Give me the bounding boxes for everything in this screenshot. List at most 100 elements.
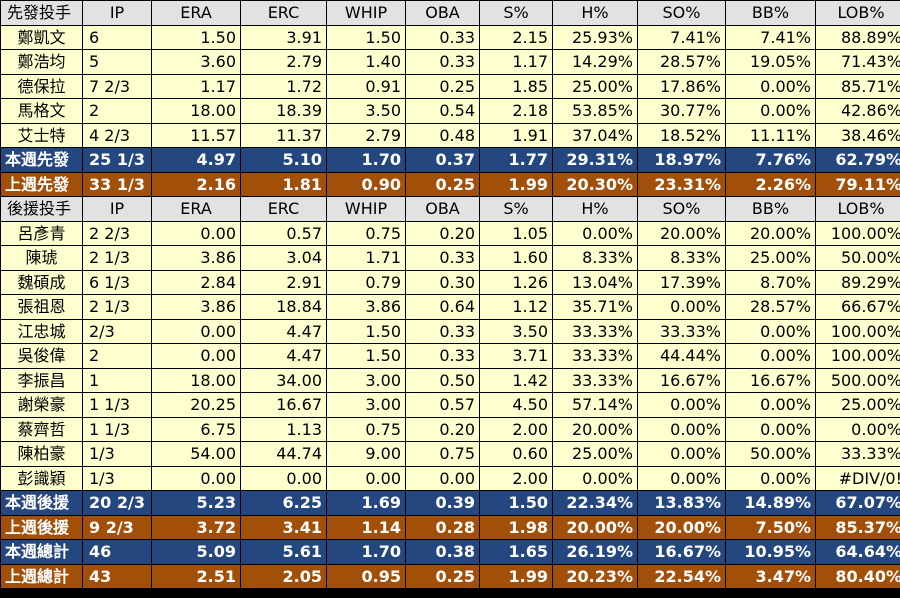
reliever-row: 吳俊偉 2 0.00 4.47 1.50 0.33 3.71 33.33% 44.44% 0.00… [1, 344, 900, 368]
reliever-row: 李振昌 1 18.00 34.00 3.00 0.50 1.42 33.33% 16.67% 16… [1, 368, 900, 392]
table-cell: 11.11% [726, 123, 815, 147]
table-cell: 43 [83, 564, 151, 588]
column-header: WHIP [327, 197, 405, 221]
table-cell: 6.25 [241, 491, 326, 515]
table-cell: 44.74 [241, 442, 326, 466]
table-cell: 8.33% [553, 246, 637, 270]
column-header: OBA [406, 197, 479, 221]
column-header: OBA [406, 1, 479, 25]
table-cell: 22.34% [553, 491, 637, 515]
table-cell: 25 1/3 [83, 148, 151, 172]
table-cell: 5 [83, 50, 151, 74]
table-cell: 0.00% [726, 466, 815, 490]
relievers-last-week-row: 上週後援 9 2/3 3.72 3.41 1.14 0.28 1.98 20.00% 20.00… [1, 515, 900, 539]
table-cell: 3.91 [241, 25, 326, 49]
table-cell: 3.86 [152, 295, 240, 319]
table-cell: 0.00% [553, 221, 637, 245]
table-cell: 33.33% [553, 319, 637, 343]
table-cell: 0.75 [327, 417, 405, 441]
table-cell: 25.00% [726, 246, 815, 270]
table-cell: 20.00% [553, 417, 637, 441]
table-cell: 33 1/3 [83, 172, 151, 196]
starter-row: 艾士特 4 2/3 11.57 11.37 2.79 0.48 1.91 37.04% 18.5… [1, 123, 900, 147]
table-cell: 吳俊偉 [1, 344, 82, 368]
table-cell: 50.00% [726, 442, 815, 466]
column-header: ERA [152, 1, 240, 25]
table-cell: 0.00% [726, 417, 815, 441]
table-cell: 0.00% [726, 344, 815, 368]
table-cell: 0.20 [406, 221, 479, 245]
column-header: LOB% [816, 197, 900, 221]
table-cell: 馬格文 [1, 99, 82, 123]
table-cell: 0.00% [726, 74, 815, 98]
column-header: LOB% [816, 1, 900, 25]
table-cell: 1.91 [480, 123, 552, 147]
table-cell: 33.33% [553, 344, 637, 368]
table-cell: 0.39 [406, 491, 479, 515]
totals-last-week-row: 上週總計 43 2.51 2.05 0.95 0.25 1.99 20.23% 22.54% 3.… [1, 564, 900, 588]
table-cell: 18.39 [241, 99, 326, 123]
reliever-row: 彭識穎 1/3 0.00 0.00 0.00 0.00 2.00 0.00% 0.00% 0.00… [1, 466, 900, 490]
table-cell: 53.85% [553, 99, 637, 123]
table-cell: 1.70 [327, 540, 405, 564]
column-header: BB% [726, 197, 815, 221]
table-cell: 7.50% [726, 515, 815, 539]
table-cell: 1.81 [241, 172, 326, 196]
table-cell: 0.00 [152, 466, 240, 490]
table-cell: 0.00 [152, 221, 240, 245]
table-cell: 20.00% [726, 221, 815, 245]
table-cell: 陳柏豪 [1, 442, 82, 466]
table-cell: 1.26 [480, 270, 552, 294]
table-cell: 呂彥青 [1, 221, 82, 245]
table-cell: 7.76% [726, 148, 815, 172]
table-cell: 3.04 [241, 246, 326, 270]
table-cell: 7.41% [726, 25, 815, 49]
table-cell: 0.00 [327, 466, 405, 490]
table-cell: 16.67% [638, 540, 725, 564]
column-header: S% [480, 1, 552, 25]
table-cell: 1/3 [83, 442, 151, 466]
table-cell: 85.71% [816, 74, 900, 98]
table-cell: 3.00 [327, 393, 405, 417]
table-cell: 7 2/3 [83, 74, 151, 98]
table-cell: 88.89% [816, 25, 900, 49]
table-cell: 4.47 [241, 344, 326, 368]
table-cell: 18.84 [241, 295, 326, 319]
table-cell: 0.57 [241, 221, 326, 245]
column-header: IP [83, 197, 151, 221]
column-header: IP [83, 1, 151, 25]
table-cell: 42.86% [816, 99, 900, 123]
table-cell: 蔡齊哲 [1, 417, 82, 441]
table-cell: 1.05 [480, 221, 552, 245]
table-cell: 18.52% [638, 123, 725, 147]
table-cell: 2.79 [327, 123, 405, 147]
table-cell: 26.19% [553, 540, 637, 564]
table-cell: 22.54% [638, 564, 725, 588]
table-cell: 85.37% [816, 515, 900, 539]
table-cell: 0.00% [638, 417, 725, 441]
table-cell: 0.20 [406, 417, 479, 441]
table-cell: 2 1/3 [83, 295, 151, 319]
table-cell: 44.44% [638, 344, 725, 368]
table-cell: 20.25 [152, 393, 240, 417]
table-cell: 0.38 [406, 540, 479, 564]
table-cell: 0.00% [638, 442, 725, 466]
table-cell: 5.61 [241, 540, 326, 564]
table-cell: 0.28 [406, 515, 479, 539]
table-cell: 54.00 [152, 442, 240, 466]
table-cell: 1.17 [152, 74, 240, 98]
table-cell: 2.84 [152, 270, 240, 294]
table-cell: 11.37 [241, 123, 326, 147]
table-cell: 33.33% [553, 368, 637, 392]
table-cell: 陳琥 [1, 246, 82, 270]
table-cell: 20.23% [553, 564, 637, 588]
table-cell: 鄭凱文 [1, 25, 82, 49]
table-cell: 0.30 [406, 270, 479, 294]
table-cell: 37.04% [553, 123, 637, 147]
reliever-row: 張祖恩 2 1/3 3.86 18.84 3.86 0.64 1.12 35.71% 0.00%… [1, 295, 900, 319]
table-cell: 0.25 [406, 172, 479, 196]
table-cell: 4.47 [241, 319, 326, 343]
table-cell: 25.00% [553, 74, 637, 98]
table-cell: 62.79% [816, 148, 900, 172]
table-cell: 1.50 [327, 319, 405, 343]
